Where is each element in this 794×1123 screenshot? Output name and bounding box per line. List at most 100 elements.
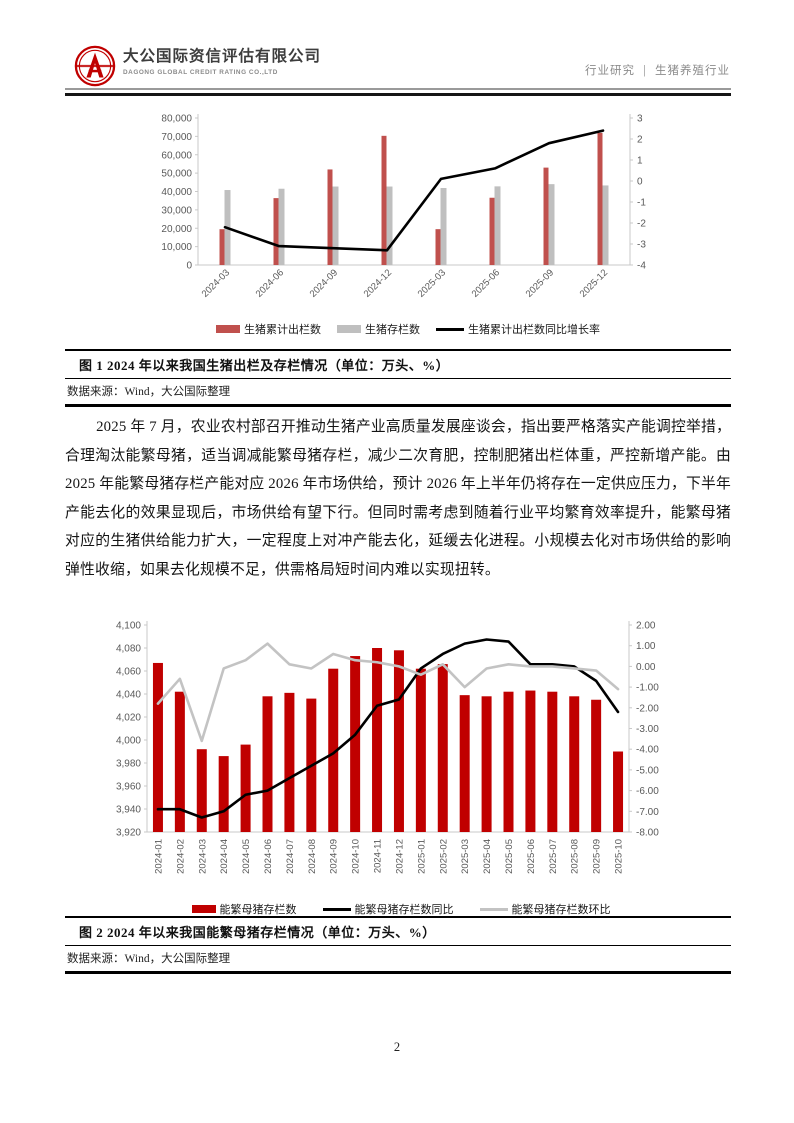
line-series xyxy=(156,642,620,743)
figure2-source: 数据来源：Wind，大公国际整理 xyxy=(67,953,231,965)
bar xyxy=(613,751,624,832)
left-axis-tick-label: 50,000 xyxy=(161,169,192,180)
legend-bar-swatch xyxy=(337,325,361,333)
legend-item: 能繁母猪存栏数环比 xyxy=(479,901,611,917)
x-axis-label: 2024-06 xyxy=(263,839,274,874)
bar xyxy=(489,197,495,265)
bar xyxy=(350,656,361,832)
x-axis-label: 2024-01 xyxy=(153,839,164,874)
x-axis-label: 2024-05 xyxy=(241,839,252,874)
left-axis-tick-label: 3,980 xyxy=(116,759,141,770)
right-axis-tick-label: -6.00 xyxy=(636,786,659,797)
bar xyxy=(262,696,273,832)
bar xyxy=(218,756,229,832)
bar xyxy=(481,696,492,832)
left-axis-tick-label: 40,000 xyxy=(161,187,192,198)
x-axis-label: 2025-09 xyxy=(524,267,556,299)
x-axis-label: 2025-07 xyxy=(548,839,559,874)
bar xyxy=(602,185,609,265)
x-axis-label: 2024-09 xyxy=(308,267,340,299)
left-axis-tick-label: 4,100 xyxy=(116,621,141,632)
legend-item: 生猪累计出栏数 xyxy=(216,321,321,337)
bar xyxy=(278,188,285,265)
company-name-en: DAGONG GLOBAL CREDIT RATING CO.,LTD xyxy=(123,69,278,76)
figure1-caption-box: 图 1 2024 年以来我国生猪出栏及存栏情况（单位：万头、%） 数据来源：Wi… xyxy=(65,349,731,407)
legend-label: 能繁母猪存栏数同比 xyxy=(354,904,454,916)
body-paragraph: 2025 年 7 月，农业农村部召开推动生猪产业高质量发展座谈会，指出要严格落实… xyxy=(65,419,731,578)
x-axis-label: 2025-01 xyxy=(416,839,427,874)
right-axis-tick-label: 1.00 xyxy=(636,641,656,652)
x-axis-label: 2025-08 xyxy=(570,839,581,874)
bar xyxy=(152,662,163,832)
right-axis-tick-label: -4 xyxy=(637,261,646,272)
header-category: 行业研究 | 生猪养殖行业 xyxy=(585,62,730,78)
bar xyxy=(332,186,339,265)
x-axis-label: 2024-10 xyxy=(351,839,362,874)
left-axis-tick-label: 30,000 xyxy=(161,205,192,216)
legend-item: 能繁母猪存栏数 xyxy=(191,901,297,917)
bar xyxy=(393,650,404,832)
company-logo: 大公国际资信评估有限公司 DAGONG GLOBAL CREDIT RATING… xyxy=(74,45,321,87)
bar xyxy=(415,668,426,832)
legend-item: 生猪存栏数 xyxy=(337,321,420,337)
x-axis-label: 2024-08 xyxy=(307,839,318,874)
left-axis-tick-label: 80,000 xyxy=(161,114,192,125)
x-axis-label: 2025-02 xyxy=(438,839,449,874)
left-axis-tick-label: 70,000 xyxy=(161,132,192,143)
x-axis-label: 2025-06 xyxy=(526,839,537,874)
bar xyxy=(284,692,295,832)
left-axis-tick-label: 10,000 xyxy=(161,242,192,253)
bar xyxy=(174,691,185,832)
x-axis-label: 2024-12 xyxy=(362,267,394,299)
bar xyxy=(548,184,555,265)
bar xyxy=(386,186,393,265)
bar xyxy=(328,668,339,832)
figure1-legend: 生猪累计出栏数 生猪存栏数 生猪累计出栏数同比增长率 xyxy=(146,321,670,337)
x-axis-label: 2025-06 xyxy=(470,267,502,299)
bar xyxy=(547,691,558,832)
right-axis-tick-label: -2.00 xyxy=(636,703,659,714)
right-axis-tick-label: -8.00 xyxy=(636,828,659,839)
left-axis-tick-label: 4,080 xyxy=(116,644,141,655)
right-axis-tick-label: 0 xyxy=(637,177,643,188)
legend-line-swatch xyxy=(479,907,508,911)
line-series xyxy=(156,638,620,819)
left-axis-tick-label: 0 xyxy=(186,261,192,272)
legend-label: 生猪累计出栏数 xyxy=(244,324,321,336)
left-axis-tick-label: 4,020 xyxy=(116,713,141,724)
bar xyxy=(503,691,514,832)
figure1-chart-block: 80,000 70,000 60,000 50,000 40,000 30,000 20,0… xyxy=(146,106,670,337)
bar xyxy=(219,229,225,265)
x-axis-label: 2025-05 xyxy=(504,839,515,874)
doc-type-label: 行业研究 xyxy=(585,65,635,77)
header-separator: | xyxy=(643,65,647,77)
right-axis-tick-label: -4.00 xyxy=(636,745,659,756)
x-axis-label: 2025-03 xyxy=(416,267,448,299)
x-axis-label: 2025-12 xyxy=(578,267,610,299)
bar xyxy=(569,696,580,832)
x-axis-label: 2024-09 xyxy=(329,839,340,874)
right-axis-tick-label: 0.00 xyxy=(636,662,656,673)
legend-label: 生猪累计出栏数同比增长率 xyxy=(468,324,600,336)
left-axis-tick-label: 4,040 xyxy=(116,690,141,701)
x-axis-label: 2024-12 xyxy=(394,839,405,874)
bar xyxy=(435,229,441,265)
x-axis-label: 2025-04 xyxy=(482,839,493,874)
x-axis-label: 2024-03 xyxy=(200,267,232,299)
x-axis-label: 2024-02 xyxy=(175,839,186,874)
right-axis-tick-label: 3 xyxy=(637,114,643,125)
bar xyxy=(543,167,549,265)
x-axis-label: 2024-11 xyxy=(373,839,384,873)
bar-series xyxy=(219,132,603,265)
left-axis-tick-label: 3,940 xyxy=(116,805,141,816)
x-axis-label: 2024-04 xyxy=(219,839,230,874)
industry-label: 生猪养殖行业 xyxy=(655,65,730,77)
right-axis-tick-label: -7.00 xyxy=(636,807,659,818)
right-axis-tick-label: -3 xyxy=(637,240,646,251)
header-rule-gray xyxy=(65,88,731,90)
legend-label: 能繁母猪存栏数 xyxy=(219,904,297,916)
figure1-caption: 图 1 2024 年以来我国生猪出栏及存栏情况（单位：万头、%） xyxy=(65,351,731,379)
legend-label: 生猪存栏数 xyxy=(365,324,420,336)
dagong-logo-icon xyxy=(74,45,116,87)
